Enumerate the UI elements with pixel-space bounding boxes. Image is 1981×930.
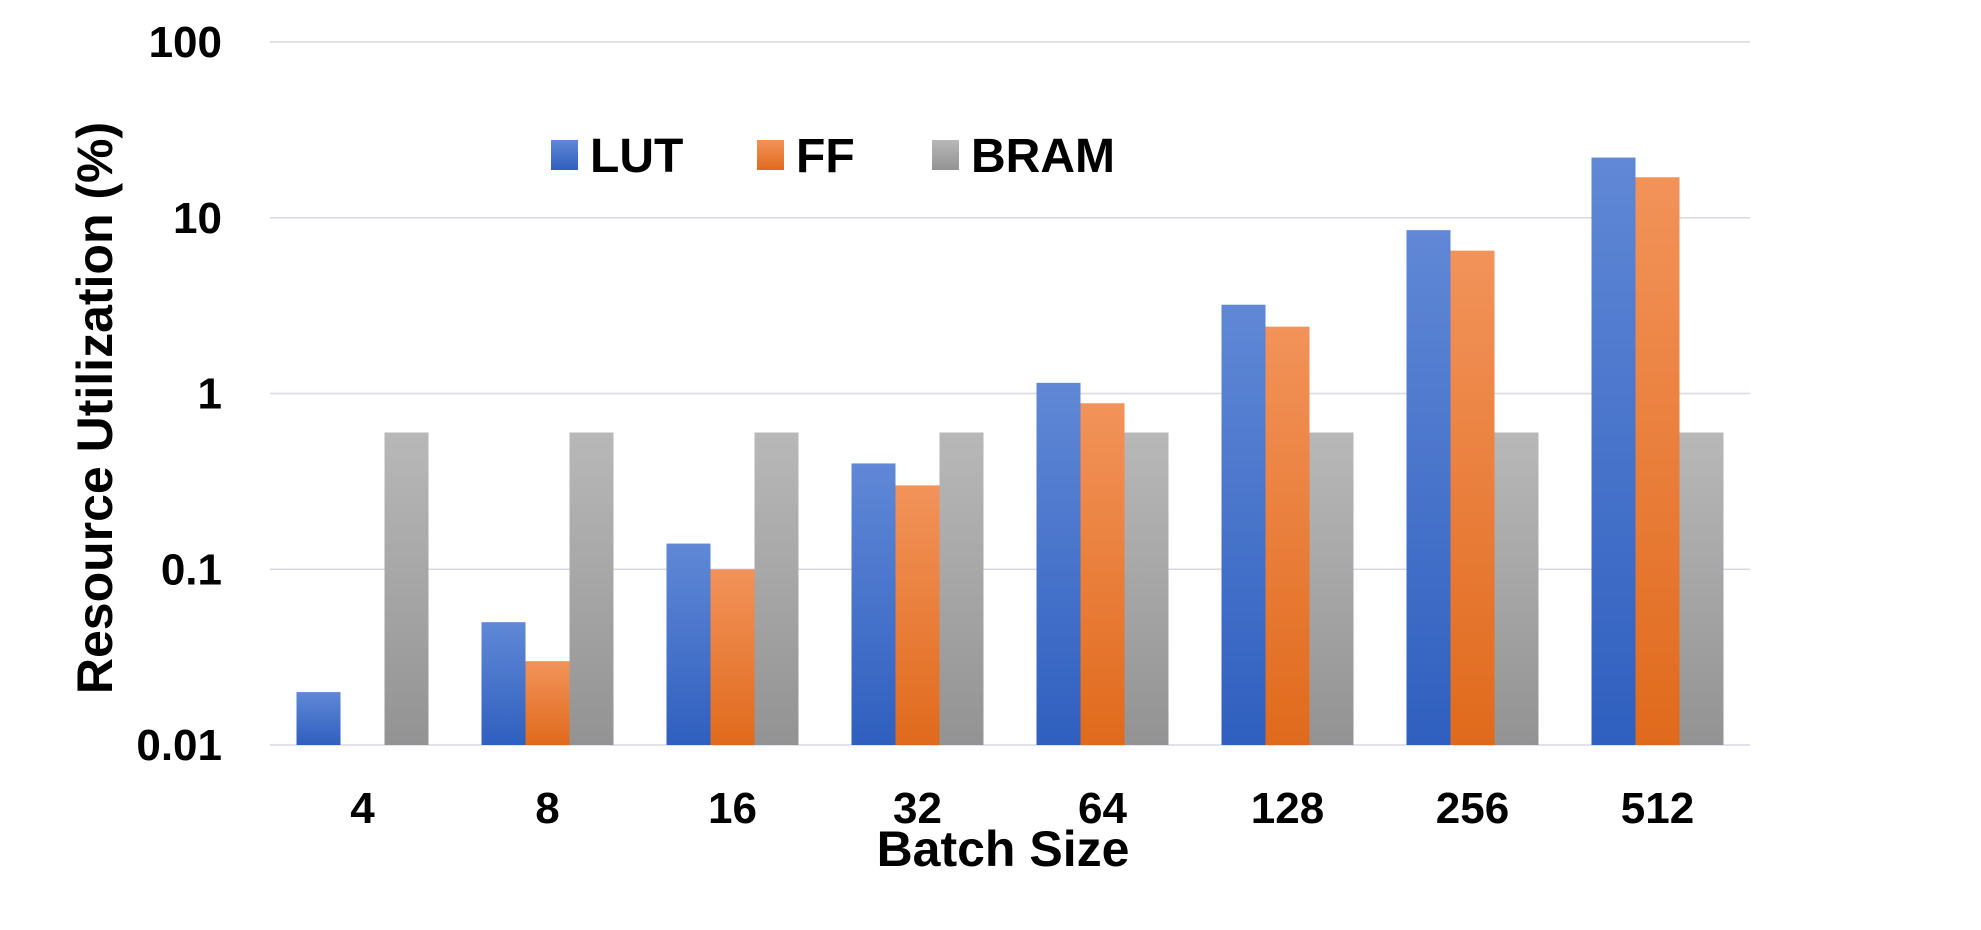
bar-bram-8 (569, 432, 614, 745)
legend-swatch-lut (551, 140, 578, 170)
bar-bram-256 (1494, 432, 1539, 745)
x-tick-label: 512 (1621, 784, 1694, 833)
y-tick-label: 100 (149, 18, 222, 67)
x-tick-label: 256 (1436, 784, 1509, 833)
y-axis-title: Resource Utilization (%) (67, 122, 123, 694)
x-tick-label: 128 (1251, 784, 1324, 833)
legend-swatch-bram (932, 140, 959, 170)
y-tick-label: 0.01 (136, 721, 222, 770)
y-tick-label: 0.1 (161, 545, 222, 594)
legend-swatch-ff (757, 140, 784, 170)
y-tick-label: 10 (173, 194, 222, 243)
bar-bram-4 (384, 432, 429, 745)
bar-bram-128 (1309, 432, 1354, 745)
bar-bram-16 (754, 432, 799, 745)
bars (296, 157, 1724, 746)
bar-lut-16 (666, 543, 711, 745)
bar-lut-8 (481, 622, 526, 745)
bar-lut-512 (1591, 157, 1636, 745)
y-tick-label: 1 (198, 370, 222, 419)
bar-lut-128 (1221, 304, 1266, 745)
legend-label-bram: BRAM (971, 130, 1115, 183)
x-tick-label: 32 (893, 784, 942, 833)
x-axis-tick-labels: 4 8 16 32 64 128 256 512 (350, 784, 1694, 833)
bar-bram-512 (1679, 432, 1724, 745)
bar-ff-16 (710, 569, 755, 745)
bar-bram-64 (1124, 432, 1169, 745)
bar-lut-4 (296, 692, 341, 745)
bar-ff-128 (1265, 326, 1310, 745)
x-tick-label: 4 (350, 784, 375, 833)
bar-ff-8 (525, 661, 570, 745)
legend-label-ff: FF (796, 130, 855, 183)
x-tick-label: 8 (535, 784, 559, 833)
bar-ff-32 (895, 485, 940, 745)
x-tick-label: 16 (708, 784, 757, 833)
bar-ff-256 (1450, 250, 1495, 745)
x-tick-label: 64 (1078, 784, 1127, 833)
bar-ff-512 (1635, 177, 1680, 745)
x-axis-title: Batch Size (877, 821, 1130, 877)
legend-label-lut: LUT (590, 130, 683, 183)
bar-lut-32 (851, 463, 896, 745)
legend: LUT FF BRAM (551, 130, 1115, 183)
y-axis-tick-labels: 0.01 0.1 1 10 100 (136, 18, 222, 770)
bar-lut-256 (1406, 230, 1451, 746)
bar-ff-64 (1080, 403, 1125, 745)
bar-bram-32 (939, 432, 984, 745)
bar-lut-64 (1036, 382, 1081, 745)
